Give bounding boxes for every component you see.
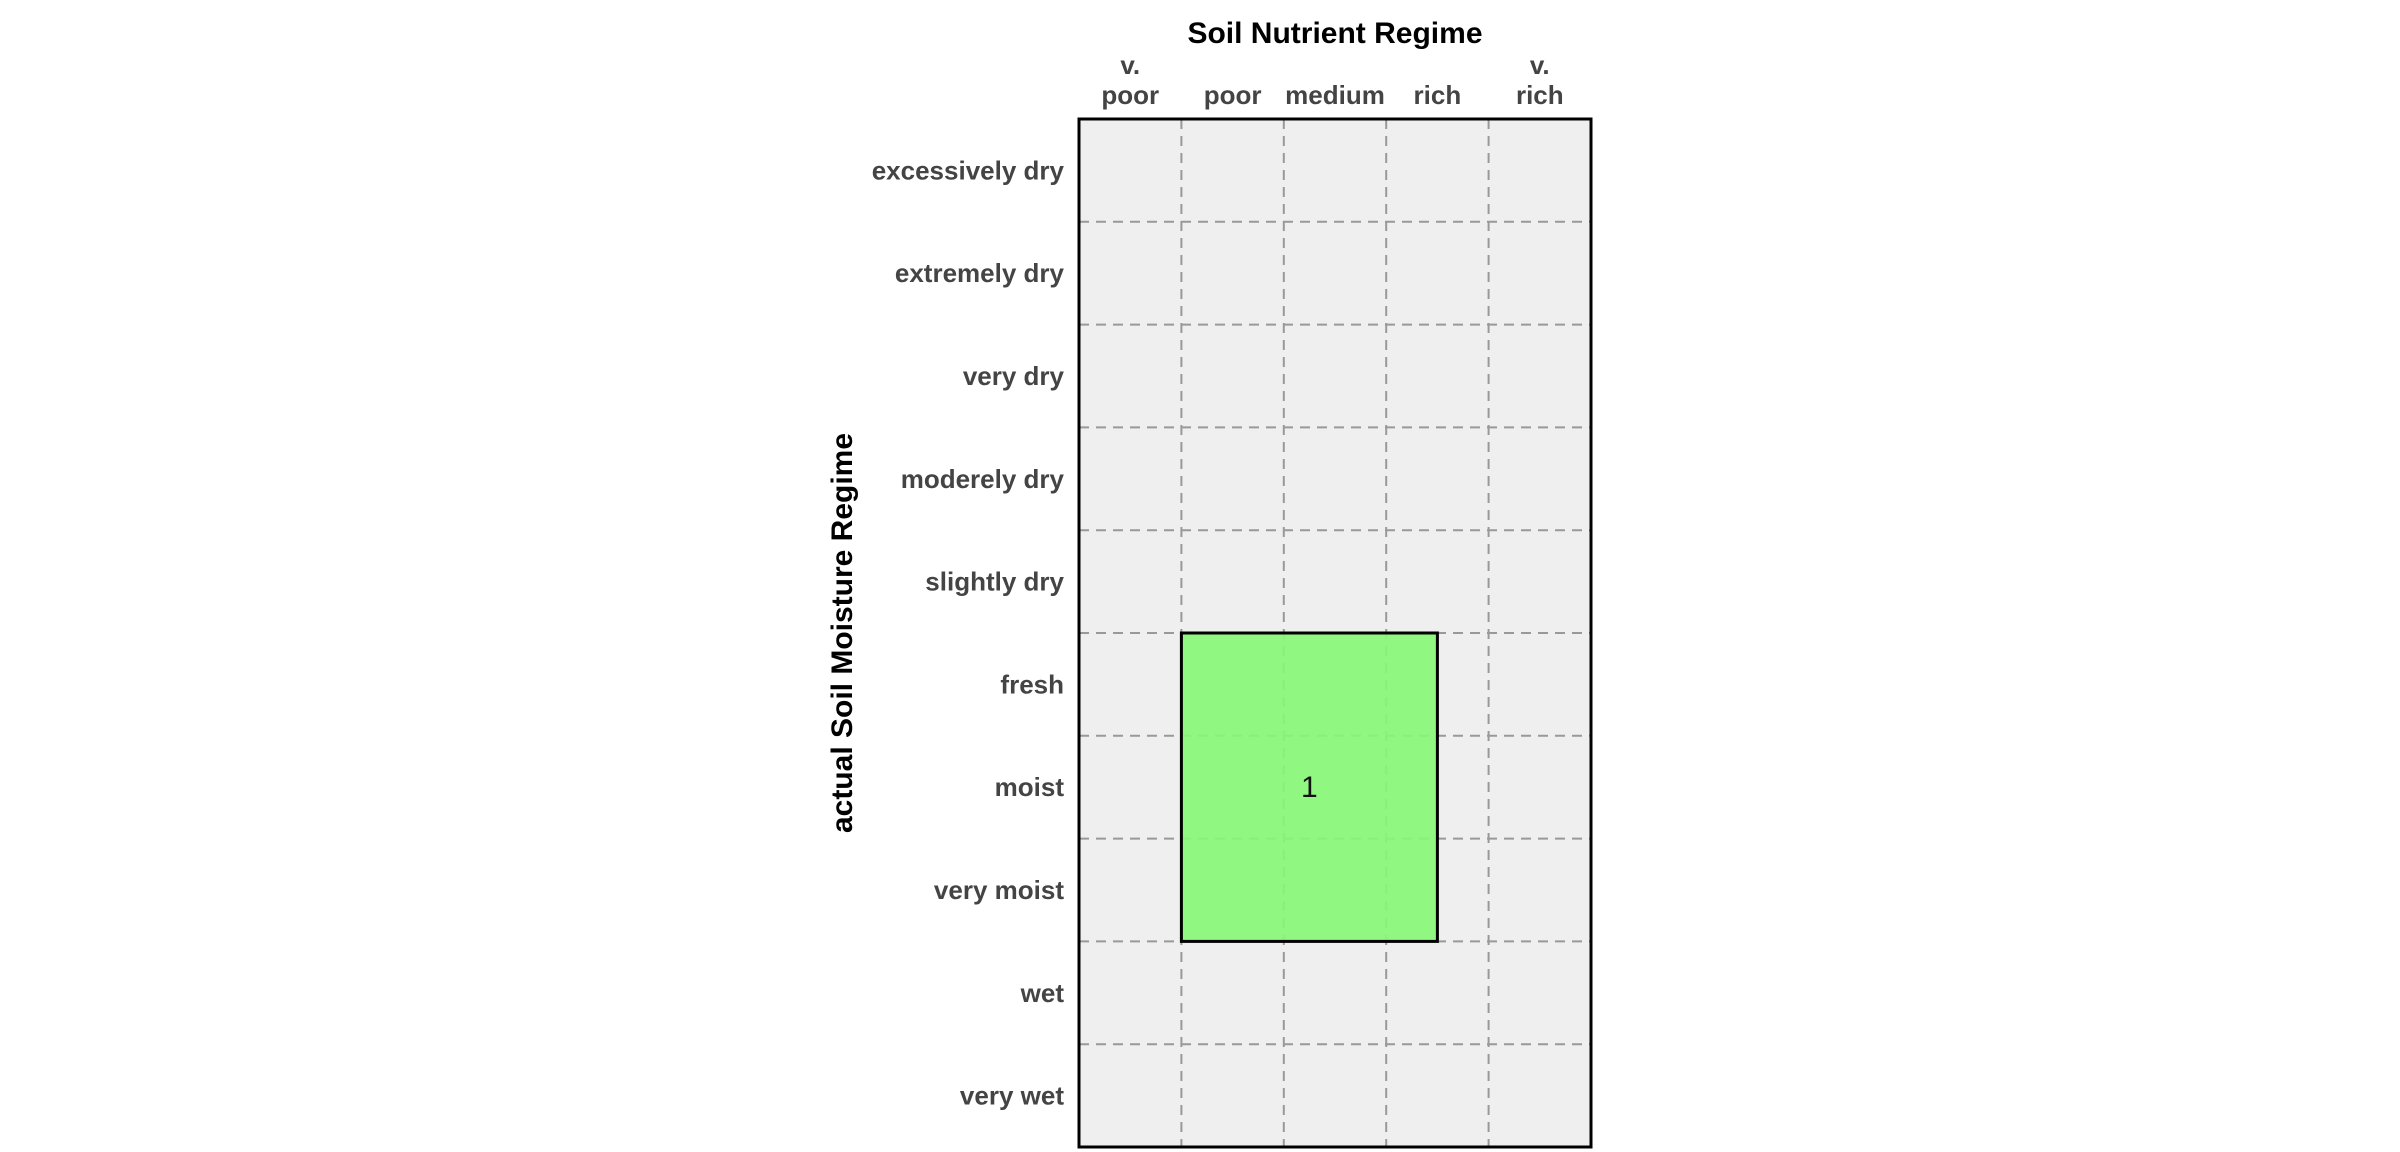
y-tick-labels: excessively dry extremely dry very dry mode…	[872, 155, 1065, 1110]
y-tick-label: very moist	[934, 875, 1064, 905]
y-tick-label: fresh	[1000, 669, 1064, 699]
regions: 1	[1179, 631, 1439, 943]
y-tick-label: extremely dry	[895, 258, 1065, 288]
x-tick-label: rich	[1414, 80, 1462, 110]
y-tick-label: moderely dry	[901, 464, 1065, 494]
x-tick-label: poor	[1204, 80, 1262, 110]
y-tick-label: excessively dry	[872, 155, 1065, 185]
x-tick-label: v. rich	[1516, 50, 1564, 110]
plot-border	[1077, 117, 1593, 1149]
y-tick-label: wet	[1020, 978, 1065, 1008]
x-tick-label: v. poor	[1101, 50, 1159, 110]
x-tick-labels: v. poor poor medium rich v. rich	[1101, 50, 1563, 110]
y-tick-label: very dry	[963, 361, 1065, 391]
region-box	[1179, 631, 1439, 943]
y-tick-label: very wet	[960, 1081, 1064, 1111]
y-axis-title: actual Soil Moisture Regime	[826, 433, 859, 833]
y-tick-label: moist	[995, 772, 1065, 802]
region-label: 1	[1301, 771, 1318, 804]
y-tick-label: slightly dry	[925, 567, 1064, 597]
x-tick-label: medium	[1285, 80, 1385, 110]
chart-title: Soil Nutrient Regime	[1187, 17, 1482, 50]
